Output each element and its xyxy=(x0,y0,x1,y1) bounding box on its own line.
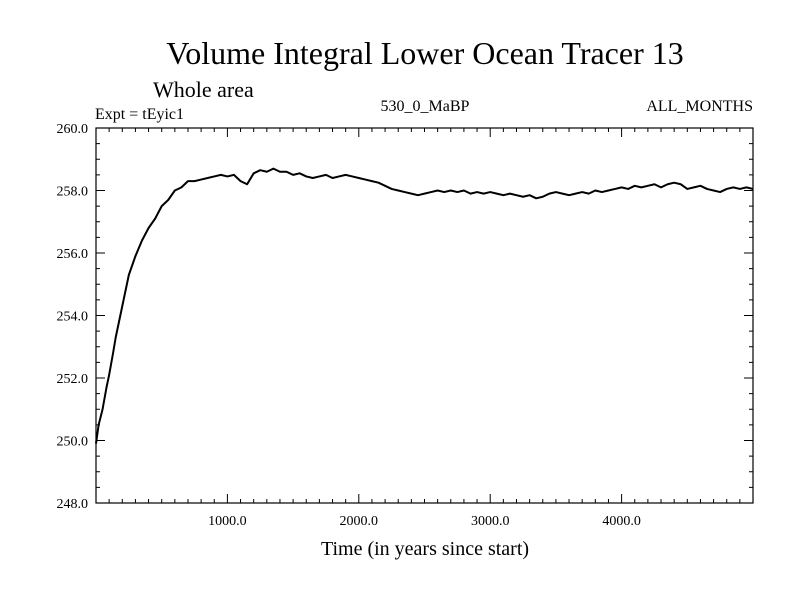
y-tick-label: 250.0 xyxy=(57,435,89,450)
x-tick-label: 4000.0 xyxy=(602,514,641,529)
series-line xyxy=(95,167,754,444)
y-tick-label: 258.0 xyxy=(57,185,89,200)
header-center: 530_0_MaBP xyxy=(381,98,470,115)
chart-title: Volume Integral Lower Ocean Tracer 13 xyxy=(166,35,683,71)
header-right: ALL_MONTHS xyxy=(646,98,753,115)
x-tick-label: 1000.0 xyxy=(208,514,247,529)
y-tick-label: 252.0 xyxy=(57,372,89,387)
y-tick-label: 260.0 xyxy=(57,122,89,137)
axis-ticks xyxy=(96,128,753,503)
x-axis-label: Time (in years since start) xyxy=(321,538,529,560)
axis-tick-labels: 1000.0 2000.0 3000.0 4000.0 248.0 250.0 252.0 2… xyxy=(57,122,641,529)
chart-subtitle: Whole area xyxy=(153,77,254,102)
x-tick-label: 3000.0 xyxy=(471,514,510,529)
y-tick-label: 254.0 xyxy=(57,310,89,325)
y-tick-label: 248.0 xyxy=(57,497,89,512)
header-left: Expt = tEyic1 xyxy=(95,106,184,123)
x-tick-label: 2000.0 xyxy=(340,514,379,529)
y-tick-label: 256.0 xyxy=(57,247,89,262)
